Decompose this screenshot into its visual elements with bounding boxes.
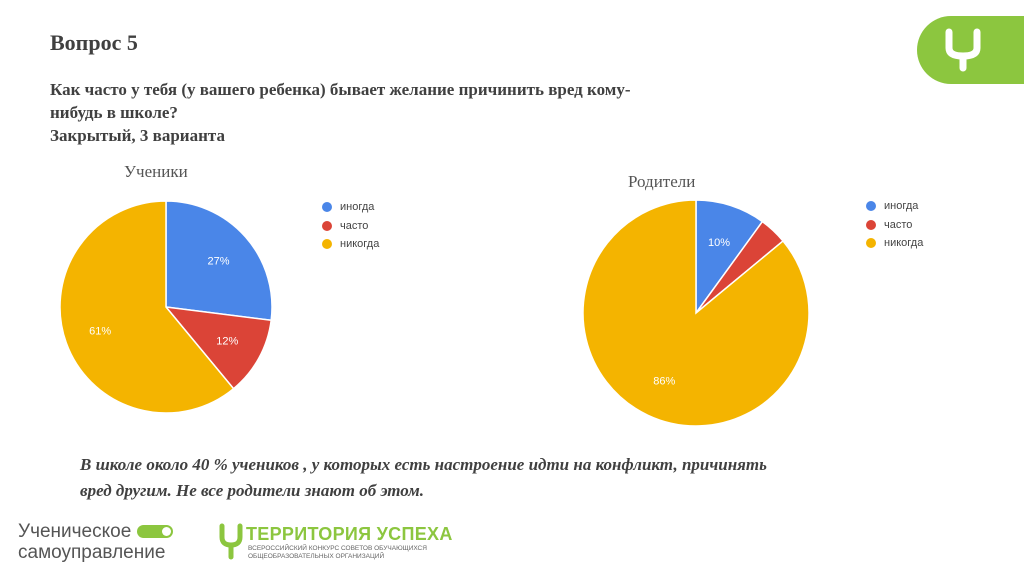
legend-item-часто: часто: [866, 216, 923, 235]
pie-slice-никогда: [582, 199, 810, 427]
brand-logo-corner: [917, 16, 1024, 84]
slide-title: Вопрос 5: [50, 30, 138, 55]
logo-text-line-2: самоуправление: [18, 542, 166, 563]
territory-of-success-logo: ТЕРРИТОРИЯ УСПЕХА ВСЕРОССИЙСКИЙ КОНКУРС …: [218, 521, 468, 565]
legend-swatch: [866, 201, 876, 212]
data-label-иногда: 10%: [708, 237, 730, 249]
chart-title-students: Ученики: [124, 162, 188, 181]
chart-title-parents: Родители: [628, 172, 696, 191]
legend-label: часто: [340, 219, 369, 232]
legend-item-иногда: иногда: [866, 197, 923, 216]
legend-label: иногда: [340, 201, 375, 214]
conclusion-text: В школе около 40 % учеников , у которых …: [80, 452, 980, 504]
legend-label: никогда: [884, 237, 924, 250]
question-text: Как часто у тебя (у вашего ребенка) быва…: [50, 78, 810, 147]
logo-subtitle: ВСЕРОССИЙСКИЙ КОНКУРС СОВЕТОВ ОБУЧАЮЩИХС…: [248, 545, 427, 561]
legend-item-иногда: иногда: [322, 198, 379, 217]
legend-label: никогда: [340, 238, 380, 251]
pie-slice-иногда: [165, 200, 273, 322]
toggle-pill-icon: [137, 525, 174, 538]
legend-label: часто: [884, 218, 913, 231]
logo-subtitle-line-1: ВСЕРОССИЙСКИЙ КОНКУРС СОВЕТОВ ОБУЧАЮЩИХС…: [248, 545, 427, 552]
pie-slice-никогда: [59, 200, 235, 414]
conclusion-line-2: вред другим. Не все родители знают об эт…: [80, 481, 425, 500]
data-label-никогда: 86%: [653, 375, 675, 387]
pie-chart-parents: 10% 86%: [582, 199, 810, 427]
legend-item-никогда: никогда: [322, 235, 379, 254]
student-government-logo: Ученическое самоуправление: [18, 521, 213, 565]
data-label-никогда: 61%: [89, 326, 111, 338]
legend-label: иногда: [884, 200, 919, 213]
legend-swatch: [322, 220, 332, 231]
data-label-часто: 12%: [216, 336, 238, 348]
pie-slice-иногда: [695, 199, 764, 316]
legend-parents: иногда часто никогда: [866, 197, 923, 253]
legend-swatch: [866, 238, 876, 249]
legend-swatch: [322, 202, 332, 213]
conclusion-line-1: В школе около 40 % учеников , у которых …: [80, 455, 767, 474]
question-type: Закрытый, 3 варианта: [50, 126, 225, 145]
question-line-1: Как часто у тебя (у вашего ребенка) быва…: [50, 80, 631, 99]
legend-swatch: [866, 219, 876, 230]
legend-item-никогда: никогда: [866, 234, 923, 253]
logo-text-line-1: Ученическое: [18, 521, 132, 542]
question-line-2: нибудь в школе?: [50, 103, 178, 122]
data-label-иногда: 27%: [207, 256, 229, 268]
legend-swatch: [322, 239, 332, 250]
u-mark-icon: [219, 523, 243, 560]
pie-chart-students: 27% 12% 61%: [59, 200, 273, 414]
logo-name: ТЕРРИТОРИЯ УСПЕХА: [246, 524, 453, 544]
pie-slice-часто: [164, 306, 273, 390]
legend-item-часто: часто: [322, 217, 379, 236]
u-letter-icon: [945, 28, 981, 72]
logo-subtitle-line-2: ОБЩЕОБРАЗОВАТЕЛЬНЫХ ОРГАНИЗАЦИЙ: [248, 553, 385, 560]
legend-students: иногда часто никогда: [322, 198, 379, 254]
